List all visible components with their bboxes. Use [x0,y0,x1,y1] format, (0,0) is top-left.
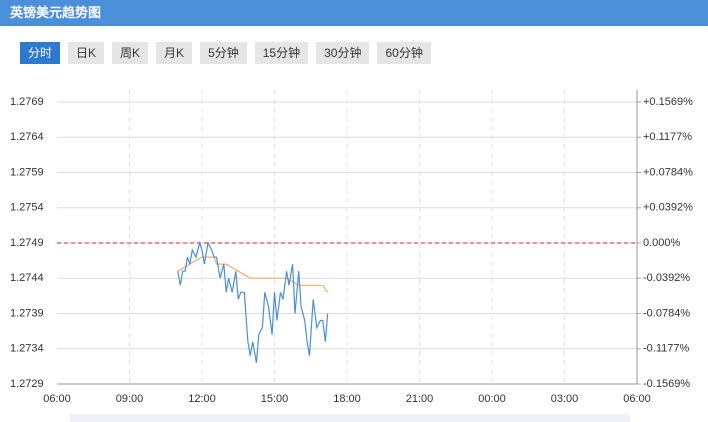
y-tick-label: 1.2759 [10,166,44,178]
x-tick-label: 00:00 [478,393,506,405]
x-tick-label: 18:00 [333,393,361,405]
x-tick-label: 03:00 [551,393,579,405]
y2-tick-label: 0.000% [643,237,681,249]
y-tick-label: 1.2769 [10,96,44,108]
y-tick-label: 1.2744 [10,272,44,284]
y2-tick-label: -0.0784% [643,307,690,319]
tab[interactable]: 5分钟 [200,42,247,64]
x-tick-label: 15:00 [261,393,289,405]
x-tick-label: 12:00 [188,393,216,405]
y2-tick-label: -0.1177% [643,343,689,355]
y2-tick-label: +0.1569% [643,96,693,108]
x-tick-label: 06:00 [623,393,651,405]
tab-bar: 分时 日K 周K 月K 5分钟 15分钟 30分钟 60分钟 [20,42,431,64]
y2-tick-label: +0.0392% [643,202,693,214]
navigator [70,414,630,422]
series-line [177,256,329,293]
y-tick-label: 1.2739 [10,307,44,319]
tab[interactable]: 月K [156,42,193,64]
tab[interactable]: 60分钟 [377,42,431,64]
series-line [177,240,329,363]
y-tick-label: 1.2734 [10,343,44,355]
tab[interactable]: 30分钟 [316,42,370,64]
header: 英镑美元趋势图 [0,0,708,26]
y-tick-label: 1.2749 [10,237,44,249]
x-tick-label: 21:00 [406,393,434,405]
y2-tick-label: -0.0392% [643,272,690,284]
tab[interactable]: 周K [112,42,149,64]
tab[interactable]: 15分钟 [254,42,309,64]
tab[interactable]: 日K [68,42,105,64]
y-tick-label: 1.2754 [10,202,44,214]
y-tick-label: 1.2729 [10,378,44,390]
tab[interactable]: 分时 [20,42,61,64]
y-tick-label: 1.2764 [10,131,44,143]
y2-tick-label: +0.0784% [643,166,693,178]
y2-tick-label: -0.1569% [643,378,690,390]
x-tick-label: 09:00 [116,393,144,405]
x-tick-label: 06:00 [43,393,71,405]
y2-tick-label: +0.1177% [643,131,692,143]
